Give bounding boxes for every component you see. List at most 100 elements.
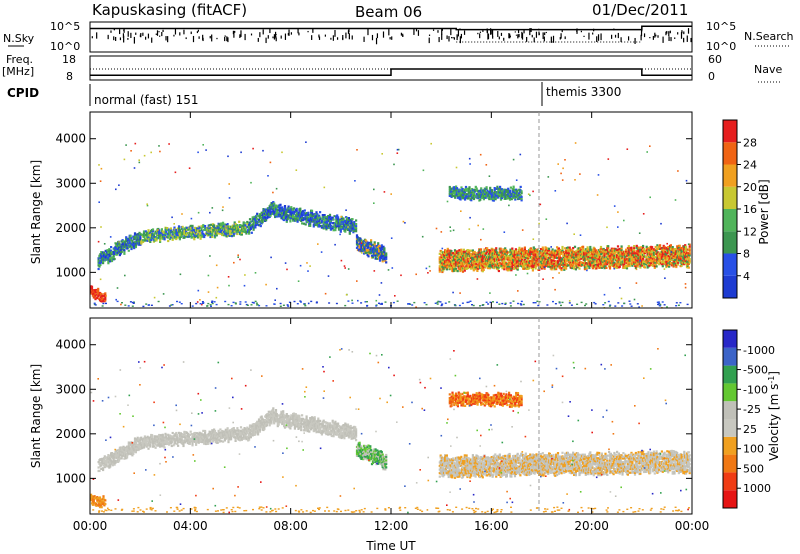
heatmap-cell [684,256,687,259]
heatmap-cell [317,243,319,245]
heatmap-cell [312,214,315,217]
heatmap-cell [299,207,302,210]
nsky-spike [151,37,153,43]
heatmap-cell [687,266,690,269]
heatmap-cell [112,254,115,257]
heatmap-cell [664,250,667,254]
heatmap-cell [674,199,677,201]
heatmap-cell [102,260,105,263]
nsky-spike [593,28,595,32]
heatmap-cell [333,224,336,227]
heatmap-cell [503,261,506,264]
heatmap-cell [534,254,537,257]
heatmap-cell [483,262,486,265]
heatmap-cell [582,255,586,258]
heatmap-cell [502,250,505,253]
heatmap-cell [397,148,400,151]
heatmap-cell [626,148,629,150]
nsky-spike [617,32,619,39]
heatmap-cell [370,241,373,244]
heatmap-cell [460,248,463,251]
heatmap-cell [369,248,372,251]
heatmap-cell [687,243,690,245]
heatmap-cell [670,258,673,262]
heatmap-cell [608,249,611,252]
heatmap-cell [232,301,235,304]
heatmap-cell [258,213,261,216]
heatmap-cell [277,211,280,214]
heatmap-cell [188,235,191,238]
heatmap-cell [470,260,473,263]
nsky-line [90,25,692,31]
heatmap-cell [597,261,600,265]
heatmap-cell [521,229,524,231]
heatmap-cell [623,219,625,222]
heatmap-cell [122,247,125,250]
heatmap-cell [320,217,323,220]
heatmap-cell [415,306,417,308]
heatmap-cell [514,198,517,201]
heatmap-cell [680,264,683,267]
nsky-spike [388,29,390,36]
heatmap-cell [289,220,292,223]
heatmap-cell [381,260,384,263]
heatmap-cell [355,219,358,222]
heatmap-cell [459,292,461,294]
heatmap-cell [234,223,237,226]
heatmap-cell [173,226,176,229]
heatmap-cell [499,198,503,201]
heatmap-cell [461,250,464,254]
heatmap-cell [137,243,140,246]
heatmap-cell [289,218,292,221]
heatmap-cell [642,213,645,215]
heatmap-cell [207,302,210,305]
heatmap-cell [167,239,170,243]
heatmap-cell [668,259,672,262]
heatmap-cell [530,250,534,253]
heatmap-cell [666,257,669,260]
heatmap-cell [573,245,577,248]
heatmap-cell [215,227,218,230]
heatmap-cell [482,198,485,201]
heatmap-cell [509,195,512,198]
nsky-spike [311,35,313,40]
heatmap-cell [464,198,467,201]
nsky-spike [119,29,121,35]
heatmap-cell [677,259,680,262]
nsky-spike [307,30,309,33]
heatmap-cell [557,263,560,266]
heatmap-cell [195,232,199,235]
heatmap-cell [578,258,581,261]
heatmap-cell [493,256,496,259]
heatmap-cell [542,254,545,257]
heatmap-cell [506,269,509,272]
heatmap-cell [512,251,515,254]
heatmap-cell [242,225,245,228]
heatmap-cell [464,194,468,197]
heatmap-cell [458,263,461,266]
heatmap-cell [320,226,323,229]
heatmap-cell [633,252,637,255]
heatmap-cell [188,228,191,231]
heatmap-cell [338,224,341,227]
heatmap-cell [459,196,462,199]
heatmap-cell [94,296,97,299]
heatmap-cell [579,234,582,236]
heatmap-cell [125,144,127,146]
heatmap-cell [269,214,272,217]
heatmap-cell [588,266,591,270]
heatmap-cell [366,241,369,244]
heatmap-cell [512,185,515,188]
heatmap-cell [506,265,509,268]
nsky-spike [674,37,676,39]
heatmap-cell [482,228,485,230]
heatmap-cell [239,224,243,227]
heatmap-cell [642,248,646,251]
nsky-spike [683,37,685,43]
heatmap-cell [532,251,535,254]
heatmap-cell [98,297,101,300]
heatmap-cell [100,226,102,228]
heatmap-cell [240,233,243,236]
heatmap-cell [461,265,465,268]
heatmap-cell [373,243,376,246]
